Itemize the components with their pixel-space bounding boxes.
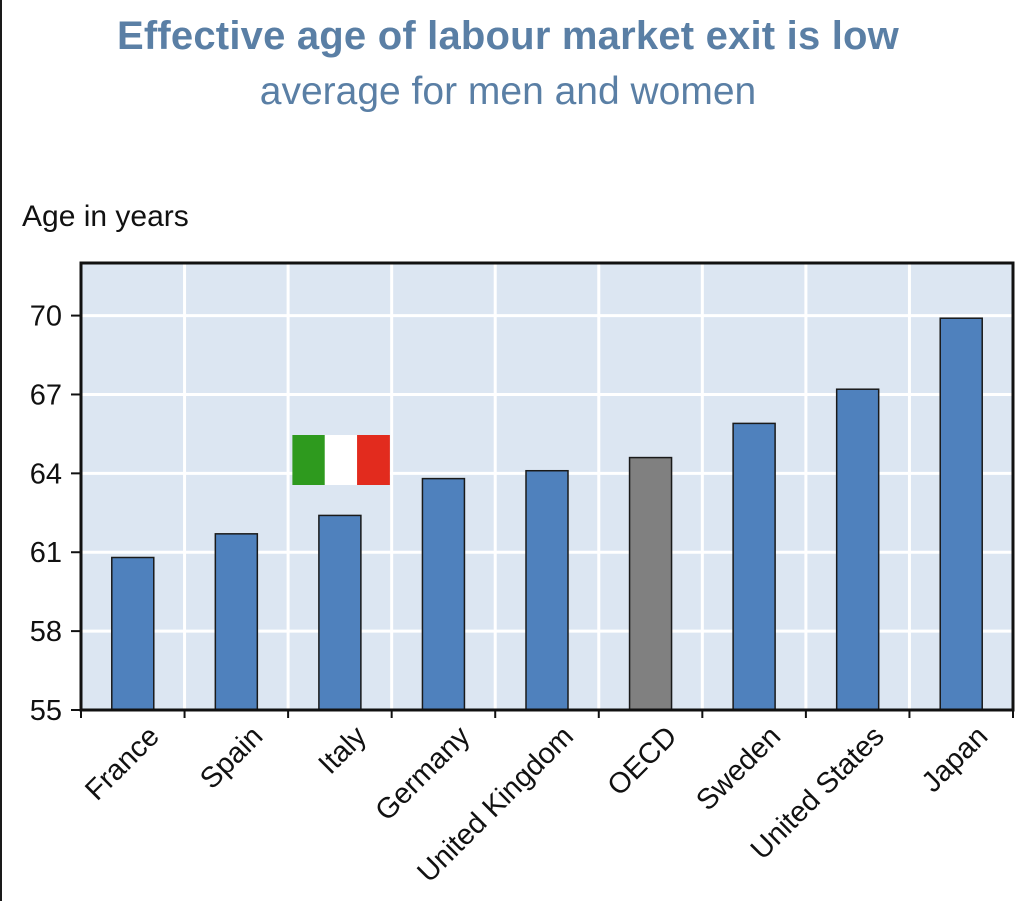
bar-italy: [318, 514, 362, 711]
left-border: [0, 0, 2, 901]
x-tick-label: Spain: [194, 720, 269, 795]
bar-france: [111, 556, 155, 711]
bar-japan: [939, 317, 983, 711]
italy-flag-icon: [292, 435, 390, 485]
y-tick-label: 61: [30, 537, 62, 569]
chart-subtitle: average for men and women: [259, 70, 757, 113]
y-axis-label: Age in years: [22, 200, 189, 233]
flag-stripe: [292, 435, 326, 485]
plot-border: [79, 261, 1015, 712]
y-tick-label: 58: [30, 616, 62, 648]
y-tick-label: 67: [30, 379, 62, 411]
bar-spain: [214, 533, 259, 711]
bar-germany: [421, 477, 466, 711]
x-tick-label: Japan: [916, 720, 994, 798]
chart-title: Effective age of labour market exit is l…: [117, 14, 899, 58]
x-tick-label: Italy: [313, 720, 374, 781]
y-tick-label: 70: [30, 301, 62, 333]
x-tick-label: France: [79, 720, 165, 806]
bar-sweden: [732, 422, 776, 711]
flag-stripe: [357, 435, 390, 485]
bar-united-kingdom: [525, 469, 569, 711]
y-tick-label: 64: [30, 458, 62, 490]
bar-united-states: [835, 388, 880, 711]
y-tick-label: 55: [30, 695, 62, 727]
flag-stripe: [324, 435, 358, 485]
x-tick-label: Germany: [369, 720, 476, 827]
x-tick-label: OECD: [602, 720, 684, 802]
x-tick-label: Sweden: [690, 720, 787, 817]
bar-oecd: [628, 456, 673, 711]
